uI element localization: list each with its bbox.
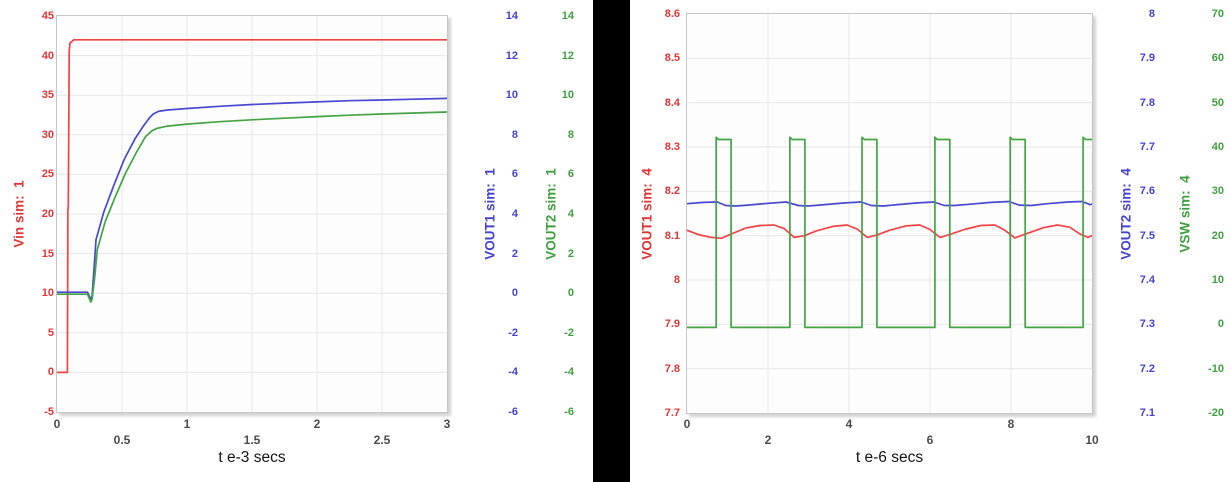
y-tick-label: 8 [1148,8,1155,20]
y-tick-label: 14 [561,10,574,22]
x-tick-label: 0.5 [113,433,131,447]
vout1-axis-title: VOUT1 sim: 1 [482,168,498,260]
x-tick-label: 1 [183,417,191,431]
x-tick-label: 2 [764,433,772,447]
y-tick-label: -4 [508,366,518,379]
y-tick-label: -2 [564,326,574,339]
vout1-trace [57,97,447,300]
y-tick-label: 15 [41,247,54,260]
y-tick-label: 7.7 [1139,141,1155,153]
y-tick-label: 40 [41,49,54,62]
vsw-axis-title: VSW sim: 4 [1177,174,1193,253]
y-tick-label: 6 [567,168,574,181]
y-tick-label: -6 [508,406,518,418]
y-tick-label: 4 [567,208,574,220]
y-tick-label: 7.3 [1139,318,1155,331]
y-tick-label: 12 [505,49,518,62]
y-tick-label: 8 [511,128,518,141]
y-tick-label: 0 [567,287,574,300]
y-tick-label: 8 [567,128,574,141]
x-tick-label: 1.5 [243,433,261,447]
y-tick-label: 7.8 [1139,96,1155,109]
vout2-trace [687,200,1092,207]
x-tick-label: 8 [1007,417,1015,431]
x-tick-label: 6 [926,433,934,447]
y-tick-label: -10 [1208,362,1224,375]
waveform-svg [57,16,447,412]
vin-axis-title: Vin sim: 1 [11,180,27,248]
x-axis-title: t e-6 secs [855,449,924,466]
vout2-trace [57,111,447,303]
y-tick-label: 7.6 [1139,185,1155,198]
x-tick-label: 4 [845,417,853,431]
y-tick-label: 7.5 [1139,229,1155,242]
vout1-trace [687,224,1092,240]
y-tick-label: 10 [1211,274,1224,286]
y-tick-label: 5 [47,326,54,339]
y-tick-label: 12 [561,49,574,62]
vsw-trace [687,136,1092,329]
y-tick-label: 0 [511,287,518,300]
y-tick-label: 0 [1217,318,1224,331]
y-tick-label: 25 [41,168,54,181]
y-tick-label: 7.2 [1139,362,1155,375]
y-tick-label: 7.9 [1139,52,1155,65]
y-tick-label: 10 [505,89,518,102]
x-tick-label: 0 [683,417,691,431]
x-tick-label: 2.5 [373,433,391,447]
y-tick-label: 10 [41,287,54,300]
y-tick-label: 45 [41,10,54,22]
vout2-axis-title: VOUT2 sim: 4 [1118,167,1134,260]
y-tick-label: -4 [564,366,574,379]
y-tick-label: -5 [44,406,54,418]
y-tick-label: -6 [564,406,574,418]
vin-trace [57,38,447,374]
y-tick-label: 70 [1211,8,1224,20]
plot-area[interactable] [686,13,1093,414]
y-tick-label: -20 [1208,407,1224,419]
y-tick-label: 6 [511,168,518,181]
y-tick-label: -2 [508,326,518,339]
x-tick-label: 2 [313,417,321,431]
x-tick-label: 0 [53,417,61,431]
panel-divider [593,0,630,482]
y-tick-label: 40 [1211,141,1224,153]
y-tick-label: 2 [567,247,574,260]
y-tick-label: 50 [1211,96,1224,109]
y-tick-label: 2 [511,247,518,260]
y-tick-label: 20 [1211,229,1224,242]
y-tick-label: 20 [41,208,54,220]
y-tick-label: 35 [41,89,54,102]
plot-area[interactable] [56,15,448,413]
x-tick-label: 3 [443,417,451,431]
y-tick-label: 7.1 [1139,407,1155,419]
x-tick-label: 10 [1085,433,1099,447]
y-tick-label: 30 [41,128,54,141]
vout2-axis-title: VOUT2 sim: 1 [543,168,559,260]
waveform-svg [687,14,1092,413]
y-tick-label: 0 [47,366,54,379]
x-axis-title: t e-3 secs [218,449,286,466]
vout1-axis-title: VOUT1 sim: 4 [639,167,655,260]
y-tick-label: 60 [1211,52,1224,65]
y-tick-label: 7.4 [1139,274,1155,286]
y-tick-label: 14 [505,10,518,22]
y-tick-label: 30 [1211,185,1224,198]
y-tick-label: 4 [511,208,518,220]
y-tick-label: 10 [561,89,574,102]
